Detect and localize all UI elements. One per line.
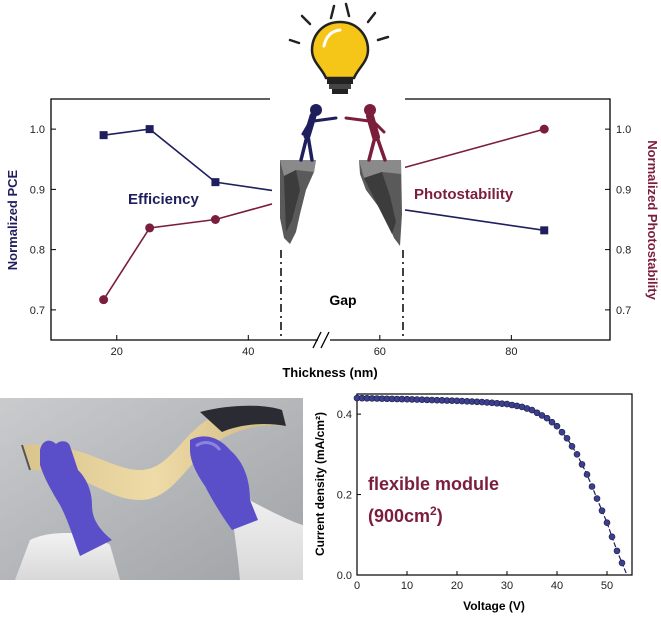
jv-y-axis-title: Current density (mA/cm²): [313, 412, 327, 556]
module-area-text: (900cm: [368, 506, 430, 526]
x-tick-label: 20: [111, 346, 123, 358]
module-area-superscript: 2: [430, 504, 437, 518]
right-cliff-icon: [359, 160, 402, 246]
jv-data-point: [578, 461, 586, 468]
jv-y-tick-label: 0.4: [337, 409, 352, 421]
x-tick-label: 60: [374, 346, 386, 358]
series-layer: [99, 124, 549, 305]
person-red-icon: [344, 104, 387, 162]
jv-data-point: [618, 559, 626, 567]
jv-x-tick-label: 10: [401, 580, 413, 592]
jv-data-point: [533, 409, 541, 417]
module-annotation-line2: (900cm2): [368, 504, 443, 526]
jv-data-point: [528, 406, 536, 414]
jv-y-ticks: 0.0 0.2 0.4: [337, 409, 361, 582]
jv-x-tick-label: 30: [501, 580, 513, 592]
x-ticks: 20 40 60 80: [111, 335, 517, 358]
jv-data-point: [608, 533, 616, 541]
jv-data-point: [593, 495, 601, 502]
jv-data-point: [543, 414, 551, 422]
jv-data-point: [548, 418, 556, 426]
thickness-chart: // Gap 20 40 60 80 0.7 0.8 0.9 1.0 0.7 0.8 0.9 1.…: [5, 98, 660, 380]
left-cliff-icon: [280, 160, 316, 244]
data-point-photostability: [210, 215, 220, 224]
jv-x-tick-label: 50: [601, 580, 613, 592]
x-tick-label: 40: [242, 346, 254, 358]
module-area-close: ): [437, 506, 443, 526]
series-label-efficiency: Efficiency: [128, 191, 200, 208]
data-point-efficiency: [99, 131, 108, 140]
y-tick-label-left: 0.9: [30, 184, 45, 196]
data-point-efficiency: [145, 125, 154, 134]
y-axis-title-right: Normalized Photostability: [645, 140, 660, 300]
data-point-efficiency: [540, 226, 549, 235]
y-tick-label-right: 0.8: [616, 245, 631, 257]
y-tick-label-right: 1.0: [616, 124, 631, 136]
plot-frame-right: [330, 98, 611, 341]
flexible-module-photo: [0, 398, 303, 580]
jv-x-tick-label: 20: [451, 580, 463, 592]
person-blue-icon: [299, 104, 338, 162]
y-ticks-left: 0.7 0.8 0.9 1.0: [30, 124, 56, 317]
jv-series-layer: [353, 394, 628, 576]
y-tick-label-left: 1.0: [30, 124, 45, 136]
jv-data-point: [598, 507, 606, 514]
data-point-photostability: [539, 124, 549, 134]
jv-x-ticks: 0 10 20 30 40 50: [354, 571, 613, 592]
jv-plot-frame: [356, 393, 633, 576]
jv-x-axis-title: Voltage (V): [463, 599, 525, 613]
series-line-efficiency: [103, 128, 545, 232]
y-ticks-right: 0.7 0.8 0.9 1.0: [605, 124, 631, 317]
series-label-photostability: Photostability: [414, 186, 514, 203]
jv-y-tick-label: 0.0: [337, 570, 352, 582]
y-tick-label-right: 0.9: [616, 184, 631, 196]
data-point-photostability: [99, 295, 109, 305]
jv-data-point: [568, 442, 576, 450]
gap-label: Gap: [329, 292, 356, 308]
y-tick-label-right: 0.7: [616, 305, 631, 317]
jv-data-point: [588, 483, 596, 490]
axis-break-marker: //: [312, 331, 330, 349]
jv-x-tick-label: 40: [551, 580, 563, 592]
x-tick-label: 80: [505, 346, 517, 358]
jv-data-point: [573, 451, 581, 458]
jv-data-point: [563, 434, 571, 442]
data-point-photostability: [145, 223, 155, 233]
y-tick-label-left: 0.7: [30, 305, 45, 317]
y-tick-label-left: 0.8: [30, 245, 45, 257]
jv-chart: 0 10 20 30 40 50 0.0 0.2 0.4 Voltage (V) Curren…: [313, 393, 633, 613]
plot-frame-left: [50, 98, 318, 341]
x-axis-title: Thickness (nm): [282, 365, 377, 380]
y-axis-title-left: Normalized PCE: [5, 169, 20, 270]
jv-data-point: [603, 519, 611, 527]
jv-data-point: [538, 412, 546, 419]
jv-x-tick-label: 0: [354, 580, 360, 592]
jv-data-point: [558, 428, 566, 436]
module-annotation-line1: flexible module: [368, 474, 499, 494]
jv-y-tick-label: 0.2: [337, 490, 352, 502]
series-line-photostability: [102, 128, 545, 301]
lightbulb-icon: [288, 2, 390, 94]
jv-data-point: [613, 547, 621, 555]
jv-data-point: [553, 422, 561, 430]
data-point-efficiency: [211, 178, 220, 187]
jv-data-point: [583, 471, 591, 478]
